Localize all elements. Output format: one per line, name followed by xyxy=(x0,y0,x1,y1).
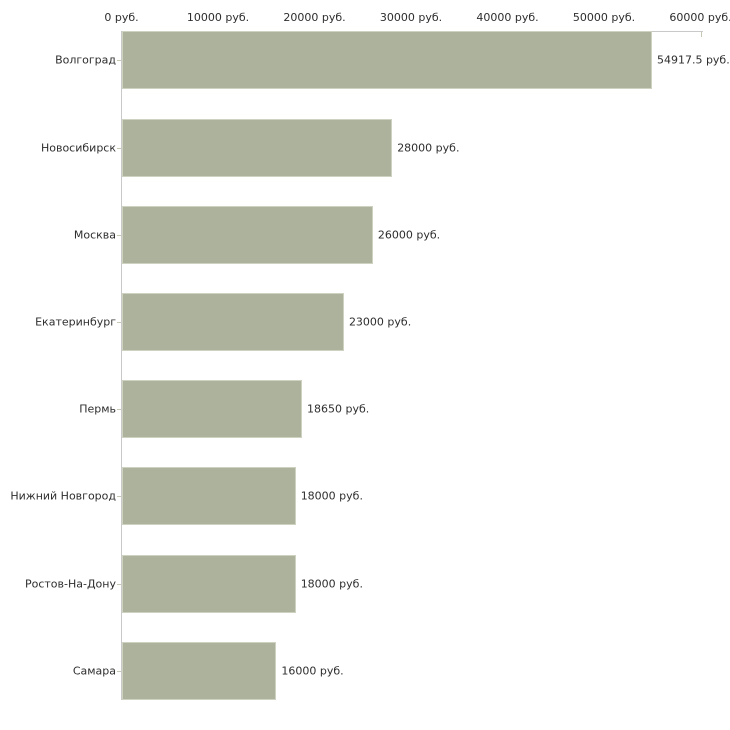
y-axis-tick-mark xyxy=(117,670,121,672)
bar-Самара[interactable] xyxy=(122,641,277,700)
x-axis-tick-label: 60000 руб. xyxy=(669,11,730,24)
y-axis-line xyxy=(121,31,122,700)
category-label: Екатеринбург xyxy=(35,315,116,329)
category-label: Самара xyxy=(72,664,116,678)
y-axis-tick-mark xyxy=(117,321,121,323)
bar-Волгоград[interactable] xyxy=(122,31,652,90)
category-label: Волгоград xyxy=(55,53,116,67)
bar-value-label: 28000 руб. xyxy=(397,141,460,154)
category-label: Москва xyxy=(73,228,116,242)
category-label: Пермь xyxy=(79,402,116,416)
bar-value-label: 18000 руб. xyxy=(300,577,363,590)
bar-Екатеринбург[interactable] xyxy=(122,292,344,351)
x-axis-tick-label: 50000 руб. xyxy=(572,11,636,24)
bar-Нижний Новгород[interactable] xyxy=(122,467,296,526)
x-axis-tick-label: 20000 руб. xyxy=(283,11,346,24)
bar-Пермь[interactable] xyxy=(122,380,302,439)
bar-value-label: 16000 руб. xyxy=(281,664,344,678)
y-axis-tick-mark xyxy=(117,234,121,236)
bar-value-label: 26000 руб. xyxy=(377,228,441,242)
bar-value-label: 18650 руб. xyxy=(306,402,370,416)
x-axis-tick-label: 40000 руб. xyxy=(476,11,539,24)
category-label: Ростов-На-Дону xyxy=(24,577,116,590)
x-axis-tick-mark xyxy=(700,32,702,37)
bar-value-label: 18000 руб. xyxy=(300,489,363,503)
x-axis-tick-label: 0 руб. xyxy=(104,11,139,24)
y-axis-tick-mark xyxy=(117,60,121,62)
bar-value-label: 54917.5 руб. xyxy=(656,53,730,67)
bar-Новосибирск[interactable] xyxy=(122,118,393,177)
x-axis-tick-label: 30000 руб. xyxy=(379,11,443,24)
category-label: Нижний Новгород xyxy=(10,489,116,503)
x-axis-tick-label: 10000 руб. xyxy=(186,11,250,24)
y-axis-tick-mark xyxy=(117,583,121,585)
y-axis-tick-mark xyxy=(117,409,121,411)
bar-Москва[interactable] xyxy=(122,205,373,264)
y-axis-tick-mark xyxy=(117,147,121,149)
y-axis-tick-mark xyxy=(117,496,121,498)
bar-value-label: 23000 руб. xyxy=(348,315,412,329)
bar-Ростов-На-Дону[interactable] xyxy=(122,554,296,613)
category-label: Новосибирск xyxy=(40,141,116,154)
